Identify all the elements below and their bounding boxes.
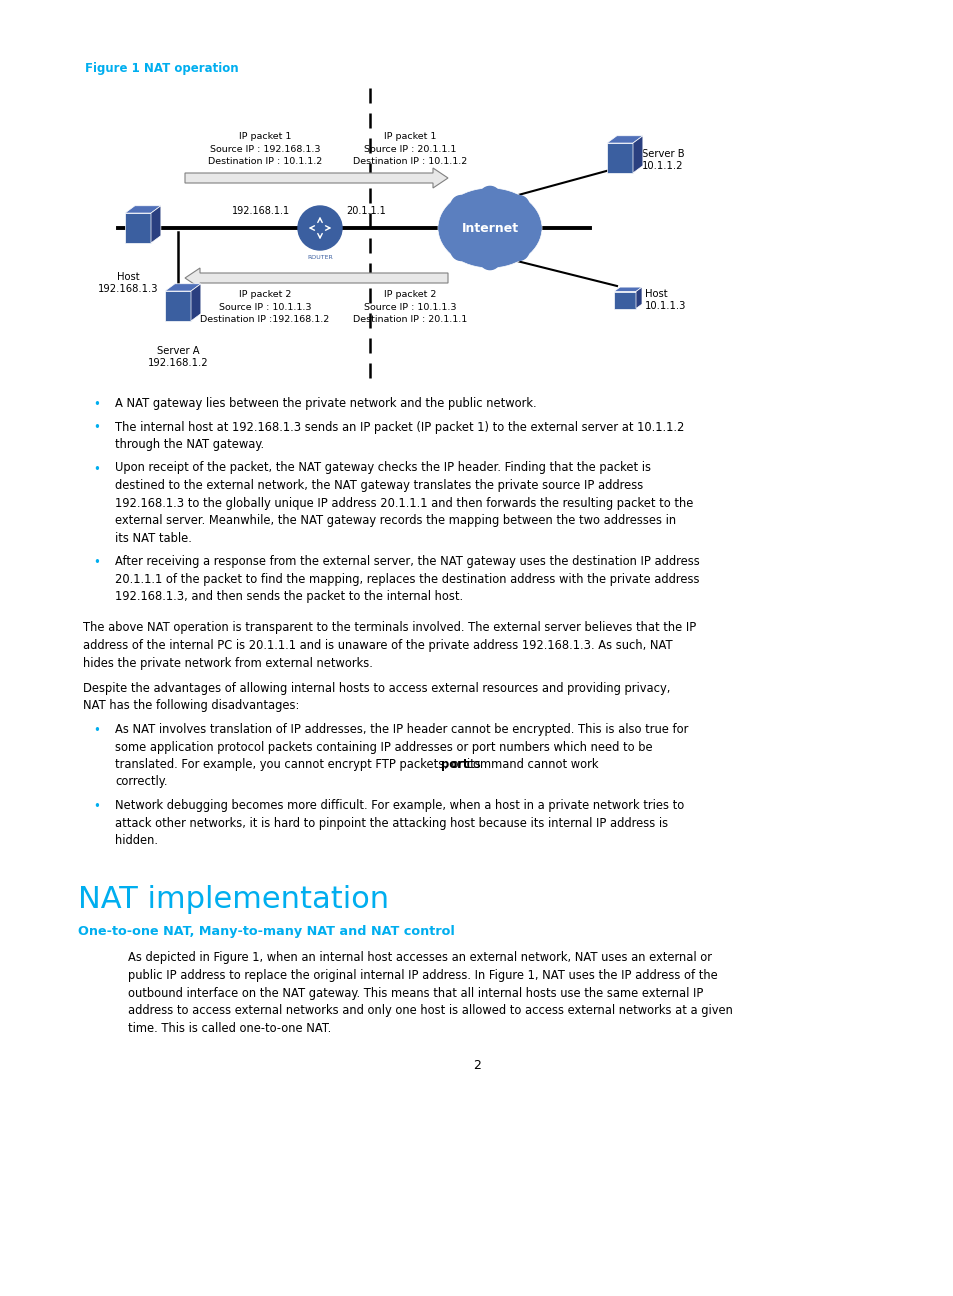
Text: Network debugging becomes more difficult. For example, when a host in a private : Network debugging becomes more difficult…: [115, 800, 683, 813]
Polygon shape: [636, 288, 641, 308]
Text: NAT has the following disadvantages:: NAT has the following disadvantages:: [83, 700, 299, 713]
Text: command cannot work: command cannot work: [462, 758, 598, 771]
Text: Server B
10.1.1.2: Server B 10.1.1.2: [641, 149, 684, 171]
Text: NAT implementation: NAT implementation: [78, 885, 389, 915]
Text: •: •: [93, 463, 100, 476]
Text: •: •: [93, 800, 100, 813]
Polygon shape: [165, 292, 191, 321]
Text: IP packet 1
Source IP : 20.1.1.1
Destination IP : 10.1.1.2: IP packet 1 Source IP : 20.1.1.1 Destina…: [353, 132, 467, 166]
Circle shape: [479, 187, 500, 207]
Circle shape: [519, 218, 540, 238]
Text: IP packet 2
Source IP : 10.1.1.3
Destination IP : 20.1.1.1: IP packet 2 Source IP : 10.1.1.3 Destina…: [353, 290, 467, 324]
Polygon shape: [191, 284, 201, 321]
Polygon shape: [606, 136, 642, 143]
Text: outbound interface on the NAT gateway. This means that all internal hosts use th: outbound interface on the NAT gateway. T…: [128, 986, 702, 999]
Text: 192.168.1.3 to the globally unique IP address 20.1.1.1 and then forwards the res: 192.168.1.3 to the globally unique IP ad…: [115, 496, 693, 509]
Text: Internet: Internet: [461, 222, 518, 235]
Text: IP packet 2
Source IP : 10.1.1.3
Destination IP :192.168.1.2: IP packet 2 Source IP : 10.1.1.3 Destina…: [200, 290, 330, 324]
Circle shape: [508, 196, 529, 216]
Polygon shape: [606, 143, 633, 172]
Circle shape: [297, 206, 341, 250]
Text: 20.1.1.1: 20.1.1.1: [346, 206, 385, 216]
Text: its NAT table.: its NAT table.: [115, 531, 192, 544]
Circle shape: [479, 249, 500, 270]
Text: ROUTER: ROUTER: [307, 255, 333, 260]
Text: A NAT gateway lies between the private network and the public network.: A NAT gateway lies between the private n…: [115, 397, 536, 410]
Polygon shape: [614, 292, 636, 308]
Polygon shape: [125, 206, 161, 213]
Text: Figure 1 NAT operation: Figure 1 NAT operation: [85, 62, 238, 75]
Text: time. This is called one-to-one NAT.: time. This is called one-to-one NAT.: [128, 1021, 331, 1034]
Text: port: port: [441, 758, 468, 771]
Text: Host
192.168.1.3: Host 192.168.1.3: [97, 272, 158, 294]
Text: correctly.: correctly.: [115, 775, 168, 788]
Text: external server. Meanwhile, the NAT gateway records the mapping between the two : external server. Meanwhile, the NAT gate…: [115, 515, 676, 527]
Polygon shape: [633, 136, 642, 172]
Text: As depicted in Figure 1, when an internal host accesses an external network, NAT: As depicted in Figure 1, when an interna…: [128, 951, 711, 964]
Text: As NAT involves translation of IP addresses, the IP header cannot be encrypted. : As NAT involves translation of IP addres…: [115, 723, 688, 736]
Text: •: •: [93, 421, 100, 434]
Text: The above NAT operation is transparent to the terminals involved. The external s: The above NAT operation is transparent t…: [83, 622, 696, 635]
Text: IP packet 1
Source IP : 192.168.1.3
Destination IP : 10.1.1.2: IP packet 1 Source IP : 192.168.1.3 Dest…: [208, 132, 322, 166]
Circle shape: [451, 240, 471, 260]
Polygon shape: [125, 213, 151, 242]
Text: address of the internal PC is 20.1.1.1 and is unaware of the private address 192: address of the internal PC is 20.1.1.1 a…: [83, 639, 672, 652]
Text: hidden.: hidden.: [115, 835, 158, 848]
Text: 20.1.1.1 of the packet to find the mapping, replaces the destination address wit: 20.1.1.1 of the packet to find the mappi…: [115, 573, 699, 586]
Polygon shape: [185, 168, 448, 188]
Text: destined to the external network, the NAT gateway translates the private source : destined to the external network, the NA…: [115, 480, 642, 492]
Text: public IP address to replace the original internal IP address. In Figure 1, NAT : public IP address to replace the origina…: [128, 969, 717, 982]
Text: After receiving a response from the external server, the NAT gateway uses the de: After receiving a response from the exte…: [115, 555, 699, 568]
Text: some application protocol packets containing IP addresses or port numbers which : some application protocol packets contai…: [115, 740, 652, 753]
Text: Despite the advantages of allowing internal hosts to access external resources a: Despite the advantages of allowing inter…: [83, 682, 670, 695]
Circle shape: [451, 196, 471, 216]
Text: The internal host at 192.168.1.3 sends an IP packet (IP packet 1) to the externa: The internal host at 192.168.1.3 sends a…: [115, 420, 683, 433]
Text: address to access external networks and only one host is allowed to access exter: address to access external networks and …: [128, 1004, 732, 1017]
Polygon shape: [614, 288, 641, 292]
Circle shape: [438, 218, 459, 238]
Text: Host
10.1.1.3: Host 10.1.1.3: [644, 289, 685, 311]
Polygon shape: [151, 206, 161, 242]
Text: through the NAT gateway.: through the NAT gateway.: [115, 438, 264, 451]
Text: •: •: [93, 398, 100, 411]
Text: One-to-one NAT, Many-to-many NAT and NAT control: One-to-one NAT, Many-to-many NAT and NAT…: [78, 925, 455, 938]
Circle shape: [508, 240, 529, 260]
Text: 192.168.1.1: 192.168.1.1: [232, 206, 290, 216]
Ellipse shape: [437, 188, 541, 268]
Text: attack other networks, it is hard to pinpoint the attacking host because its int: attack other networks, it is hard to pin…: [115, 816, 667, 829]
Polygon shape: [185, 268, 448, 288]
Text: •: •: [93, 724, 100, 737]
Text: 2: 2: [473, 1059, 480, 1072]
Text: Server A
192.168.1.2: Server A 192.168.1.2: [148, 346, 208, 368]
Text: •: •: [93, 556, 100, 569]
Text: translated. For example, you cannot encrypt FTP packets, or its: translated. For example, you cannot encr…: [115, 758, 484, 771]
Text: Upon receipt of the packet, the NAT gateway checks the IP header. Finding that t: Upon receipt of the packet, the NAT gate…: [115, 461, 650, 474]
Polygon shape: [165, 284, 201, 292]
Text: 192.168.1.3, and then sends the packet to the internal host.: 192.168.1.3, and then sends the packet t…: [115, 590, 462, 603]
Text: hides the private network from external networks.: hides the private network from external …: [83, 657, 373, 670]
